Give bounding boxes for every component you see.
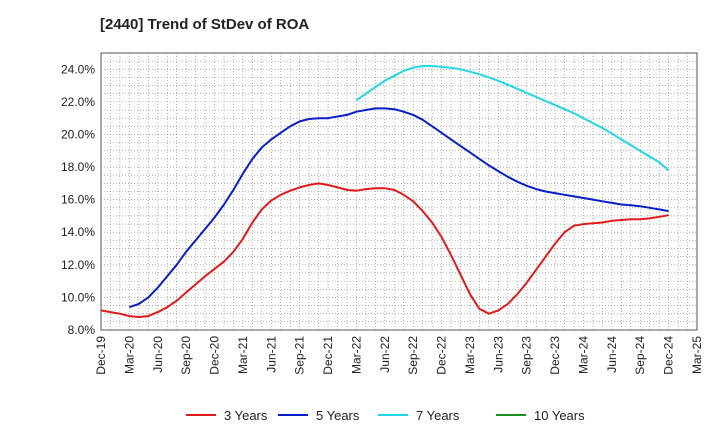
x-tick-label: Sep-23 [520, 336, 534, 375]
x-tick-label: Dec-24 [662, 336, 676, 375]
x-tick-label: Jun-22 [378, 336, 392, 373]
y-tick-label: 18.0% [61, 160, 95, 174]
x-tick-label: Mar-21 [236, 336, 250, 374]
x-tick-label: Sep-20 [179, 336, 193, 375]
x-tick-label: Sep-21 [293, 336, 307, 375]
legend-label-3-years: 3 Years [224, 408, 268, 423]
x-tick-label: Jun-24 [605, 336, 619, 373]
y-tick-label: 24.0% [61, 62, 95, 76]
y-tick-label: 14.0% [61, 225, 95, 239]
legend-label-5-years: 5 Years [316, 408, 360, 423]
x-tick-label: Sep-24 [633, 336, 647, 375]
y-tick-label: 16.0% [61, 193, 95, 207]
x-tick-label: Dec-22 [435, 336, 449, 375]
x-tick-label: Sep-22 [406, 336, 420, 375]
y-tick-label: 8.0% [68, 323, 96, 337]
chart-title: [2440] Trend of StDev of ROA [100, 16, 310, 33]
x-tick-label: Mar-22 [349, 336, 363, 374]
y-tick-label: 10.0% [61, 290, 95, 304]
x-tick-label: Jun-20 [151, 336, 165, 373]
x-tick-label: Dec-21 [321, 336, 335, 375]
legend-label-7-years: 7 Years [416, 408, 460, 423]
y-tick-label: 20.0% [61, 127, 95, 141]
series-line-7-years [355, 65, 670, 172]
x-tick-label: Mar-20 [122, 336, 136, 374]
x-tick-label: Dec-23 [548, 336, 562, 375]
x-tick-label: Mar-25 [690, 336, 704, 374]
x-tick-label: Dec-20 [208, 336, 222, 375]
x-tick-label: Mar-24 [576, 336, 590, 374]
legend-label-10-years: 10 Years [534, 408, 585, 423]
x-tick-label: Jun-23 [491, 336, 505, 373]
y-tick-label: 22.0% [61, 95, 95, 109]
series-line-3-years [100, 182, 669, 318]
series-line-5-years [129, 107, 669, 309]
plot-frame [100, 52, 698, 331]
x-tick-label: Dec-19 [94, 336, 108, 375]
y-tick-label: 12.0% [61, 258, 95, 272]
x-tick-label: Jun-21 [264, 336, 278, 373]
x-tick-label: Mar-23 [463, 336, 477, 374]
